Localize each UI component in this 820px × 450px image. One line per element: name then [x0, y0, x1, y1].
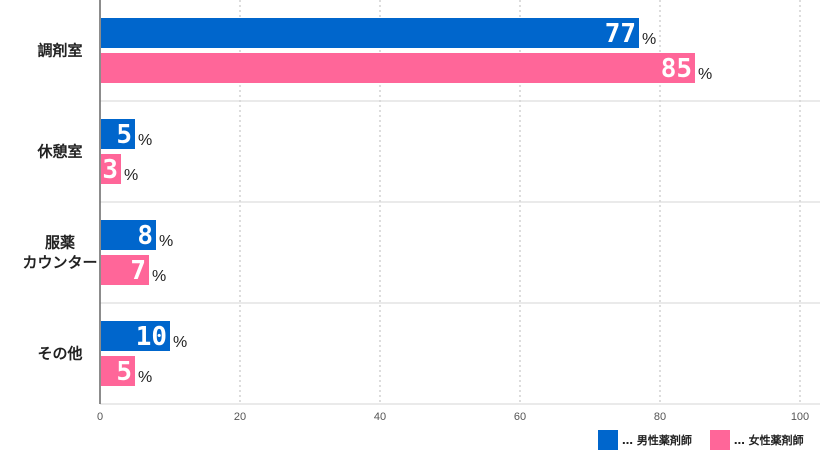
data-label: 77 — [605, 19, 636, 49]
data-label: 3 — [102, 155, 118, 185]
data-label-unit: % — [173, 334, 187, 351]
category-label: 休憩室 — [36, 143, 82, 161]
legend-item-male: … 男性薬剤師 — [598, 430, 692, 450]
category-label: 調剤室 — [37, 42, 82, 60]
x-tick-label: 0 — [97, 411, 103, 423]
data-label-unit: % — [159, 233, 173, 250]
category-label-line: 休憩室 — [36, 143, 82, 161]
data-label: 8 — [137, 221, 153, 251]
bar-female — [101, 255, 149, 285]
data-label-unit: % — [642, 31, 656, 48]
x-tick-label: 60 — [514, 411, 526, 423]
bar-male — [101, 18, 639, 48]
legend-swatch-male — [598, 430, 618, 450]
bar-male — [101, 119, 135, 149]
category-label-line: その他 — [37, 345, 82, 363]
category-label: その他 — [37, 345, 82, 363]
data-label: 85 — [661, 54, 692, 84]
data-label-unit: % — [152, 268, 166, 285]
data-label-unit: % — [138, 132, 152, 149]
category-label-line: カウンター — [22, 254, 97, 272]
legend-label-female: … 女性薬剤師 — [733, 434, 804, 447]
category-label: 服薬カウンター — [22, 234, 97, 272]
data-label: 7 — [130, 256, 146, 286]
data-label: 5 — [116, 357, 132, 387]
legend-swatch-female — [709, 430, 730, 450]
category-label-line: 調剤室 — [37, 42, 82, 60]
data-label-unit: % — [138, 369, 152, 386]
data-label-unit: % — [124, 167, 138, 184]
x-tick-label: 40 — [374, 411, 386, 423]
x-tick-label: 80 — [654, 411, 666, 423]
data-label-unit: % — [698, 66, 712, 83]
x-tick-label: 100 — [791, 411, 809, 423]
data-label: 5 — [116, 120, 132, 150]
bar-female — [101, 356, 135, 386]
legend-label-male: … 男性薬剤師 — [622, 434, 692, 447]
bar-male — [101, 220, 156, 250]
bar-female — [101, 154, 121, 184]
data-label: 10 — [136, 322, 167, 352]
x-tick-label: 20 — [234, 411, 246, 423]
legend: … 男性薬剤師 … 女性薬剤師 — [580, 430, 804, 450]
category-label-line: 服薬 — [45, 234, 75, 252]
bar-female — [101, 53, 695, 83]
bar-male — [101, 321, 170, 351]
legend-item-female: … 女性薬剤師 — [709, 430, 804, 450]
